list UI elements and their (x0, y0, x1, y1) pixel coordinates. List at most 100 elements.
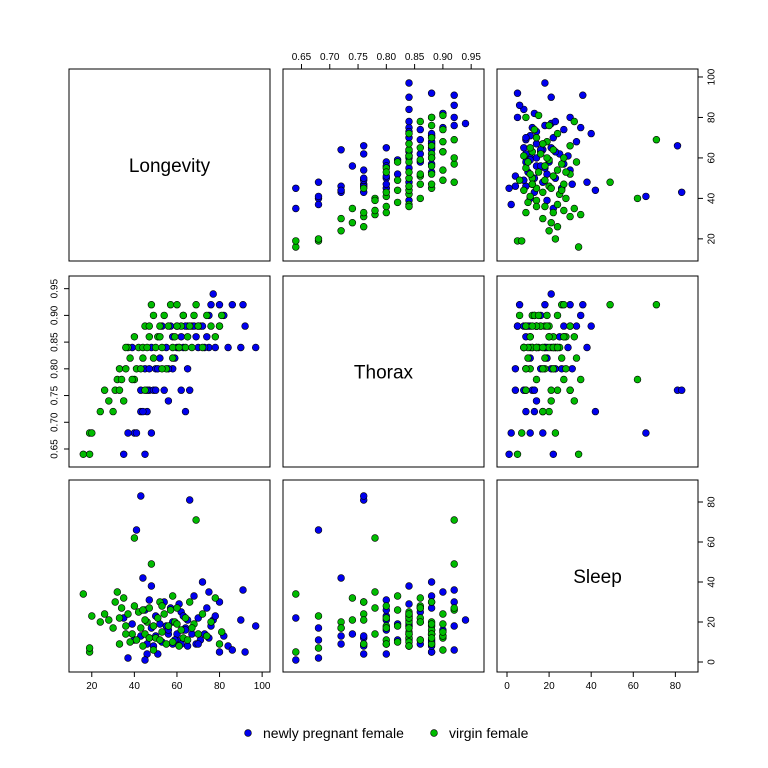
data-point (405, 182, 413, 190)
tick-label: 20 (707, 616, 718, 628)
data-point (450, 101, 458, 110)
data-point (130, 333, 139, 341)
data-point (539, 188, 547, 197)
tick-label: 40 (707, 192, 718, 204)
data-point (572, 322, 581, 330)
data-point (439, 166, 447, 174)
data-point (541, 162, 549, 170)
data-point (517, 429, 526, 437)
data-point (132, 429, 141, 437)
data-point (461, 616, 470, 624)
data-point (520, 144, 528, 152)
data-point (188, 624, 196, 632)
data-point (96, 407, 105, 416)
data-point (541, 301, 549, 309)
data-point (173, 604, 181, 612)
data-point (314, 644, 323, 652)
data-point (360, 616, 368, 624)
data-point (115, 365, 124, 373)
data-point (427, 89, 436, 97)
data-point (119, 450, 128, 458)
data-point (513, 450, 522, 458)
data-point (145, 333, 154, 341)
tick-label: 0.85 (50, 332, 61, 352)
data-point (164, 397, 173, 405)
data-point (524, 158, 532, 166)
data-point (572, 138, 581, 146)
data-point (337, 186, 345, 195)
data-point (188, 343, 196, 352)
data-point (209, 290, 217, 298)
data-point (450, 516, 458, 524)
data-point (128, 630, 136, 638)
data-point (382, 208, 390, 217)
data-point (117, 604, 126, 612)
tick-label: 0.70 (50, 412, 61, 432)
data-point (192, 333, 200, 341)
data-point (292, 648, 300, 656)
data-point (562, 365, 570, 373)
data-point (292, 614, 300, 622)
data-point (382, 640, 390, 648)
data-point (574, 450, 583, 458)
tick-label: 0 (707, 659, 718, 665)
data-point (164, 622, 173, 630)
data-point (393, 186, 402, 195)
data-point (218, 628, 226, 636)
data-point (314, 526, 323, 534)
data-point (360, 223, 368, 231)
data-point (88, 612, 96, 620)
data-point (382, 602, 390, 610)
legend-marker (430, 729, 438, 737)
data-point (439, 610, 447, 618)
data-point (505, 450, 513, 458)
data-point (439, 628, 447, 636)
data-point (591, 186, 600, 195)
data-point (139, 574, 147, 582)
data-point (520, 152, 528, 160)
data-point (393, 170, 402, 178)
data-point (591, 407, 600, 416)
data-point (371, 604, 379, 612)
data-point (122, 630, 130, 638)
data-point (532, 202, 541, 211)
data-point (553, 343, 562, 352)
data-point (139, 642, 147, 650)
data-point (169, 638, 177, 646)
data-point (439, 646, 447, 654)
data-point (427, 634, 436, 642)
data-point (450, 586, 458, 594)
data-point (547, 386, 555, 394)
data-point (360, 650, 368, 658)
data-point (547, 219, 555, 227)
data-point (160, 386, 168, 394)
data-point (524, 354, 532, 362)
data-point (393, 158, 402, 166)
data-point (507, 429, 515, 437)
data-point (511, 182, 520, 190)
data-point (515, 311, 524, 320)
data-point (215, 322, 224, 330)
data-point (175, 642, 183, 650)
data-point (149, 354, 158, 362)
panel-longevity-vs-longevity: Longevity (68, 68, 271, 262)
data-point (292, 590, 300, 598)
data-point (583, 343, 591, 352)
data-point (560, 322, 568, 330)
data-point (416, 194, 424, 203)
data-point (152, 343, 160, 352)
data-point (547, 93, 555, 101)
data-point (292, 656, 300, 664)
data-point (515, 176, 524, 184)
data-point (551, 117, 560, 126)
data-point (119, 397, 128, 405)
data-point (164, 322, 173, 330)
data-point (549, 146, 557, 154)
data-point (314, 192, 323, 201)
data-point (145, 634, 154, 642)
data-point (549, 172, 557, 180)
data-point (149, 622, 158, 630)
data-point (183, 636, 192, 644)
data-point (405, 582, 413, 590)
data-point (439, 111, 447, 120)
